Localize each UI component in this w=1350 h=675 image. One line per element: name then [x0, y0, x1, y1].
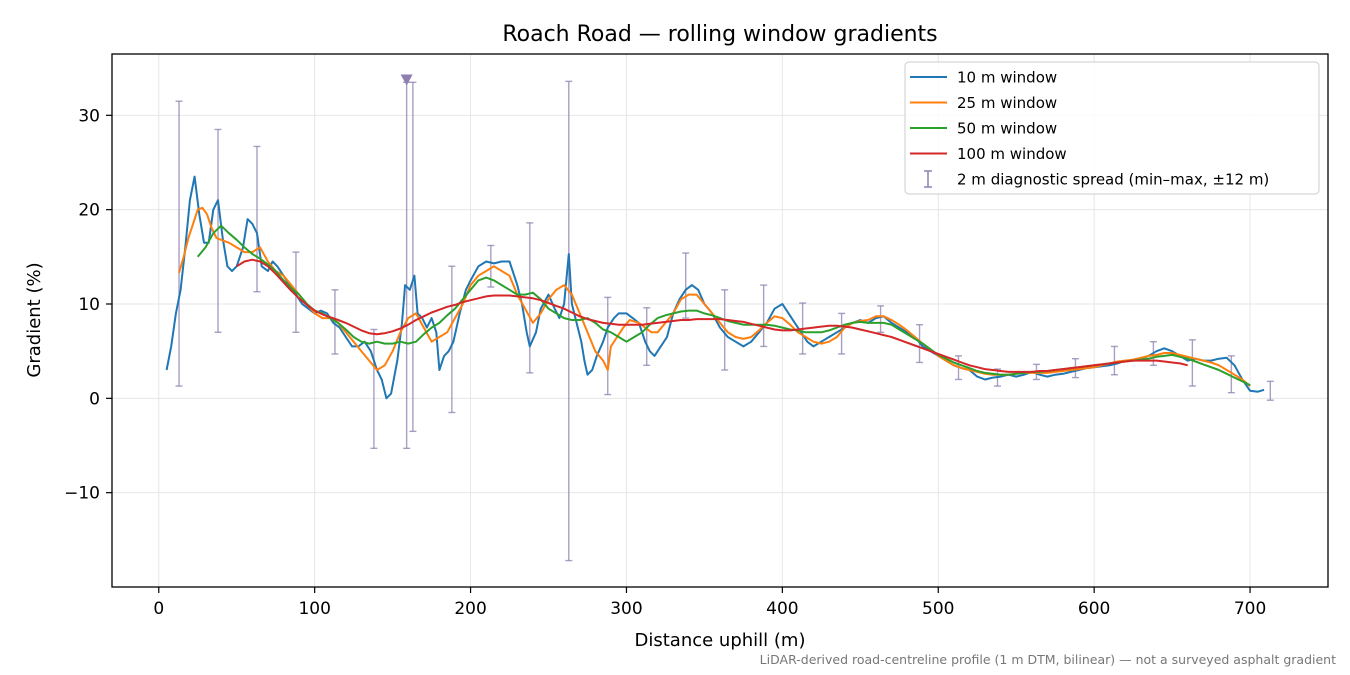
- y-axis-label: Gradient (%): [24, 262, 45, 377]
- footnote: LiDAR-derived road-centreline profile (1…: [759, 652, 1336, 667]
- error-bar: [838, 312, 846, 355]
- legend-label: 2 m diagnostic spread (min–max, ±12 m): [957, 171, 1269, 189]
- error-bar: [760, 284, 768, 348]
- y-tick-label: 10: [78, 295, 100, 315]
- legend-label: 10 m window: [957, 69, 1057, 87]
- x-tick-label: 100: [298, 599, 330, 619]
- axis-ticks: 0 100 200 300 400 500 600 700 −10 0 10 20 30: [64, 106, 1266, 619]
- error-bar: [214, 128, 222, 333]
- error-bar: [253, 145, 261, 293]
- legend-label: 50 m window: [957, 120, 1057, 138]
- legend-label: 100 m window: [957, 145, 1067, 163]
- axes-frame: [111, 53, 1329, 588]
- error-bar: [877, 305, 885, 333]
- error-bar: [409, 81, 417, 433]
- error-bar: [370, 328, 378, 450]
- error-bar: [565, 80, 573, 562]
- error-bar: [448, 265, 456, 414]
- error-bar: [175, 100, 183, 387]
- y-tick-label: −10: [64, 484, 100, 504]
- x-tick-label: 200: [454, 599, 486, 619]
- legend-label: 25 m window: [957, 94, 1057, 112]
- error-bar: [1266, 380, 1274, 401]
- error-bar: [1110, 345, 1118, 376]
- x-axis-label: Distance uphill (m): [635, 630, 806, 651]
- series-line-4: [236, 258, 1188, 373]
- y-tick-label: 0: [89, 389, 100, 409]
- y-tick-label: 20: [78, 201, 100, 221]
- triangle-marker: [400, 74, 413, 86]
- x-tick-label: 300: [610, 599, 642, 619]
- legend-box: [904, 61, 1320, 195]
- error-bar: [604, 296, 612, 396]
- x-tick-label: 500: [922, 599, 954, 619]
- error-bar: [1188, 339, 1196, 387]
- error-bar: [643, 307, 651, 367]
- x-tick-label: 600: [1078, 599, 1110, 619]
- y-tick-label: 30: [78, 106, 100, 126]
- error-bar: [682, 252, 690, 319]
- legend: 10 m window 25 m window 50 m window 100 m w…: [904, 61, 1320, 195]
- x-tick-label: 400: [766, 599, 798, 619]
- chart-title: Roach Road — rolling window gradients: [502, 22, 937, 47]
- x-tick-label: 700: [1234, 599, 1266, 619]
- plot-area: [165, 74, 1274, 562]
- x-tick-label: 0: [153, 599, 164, 619]
